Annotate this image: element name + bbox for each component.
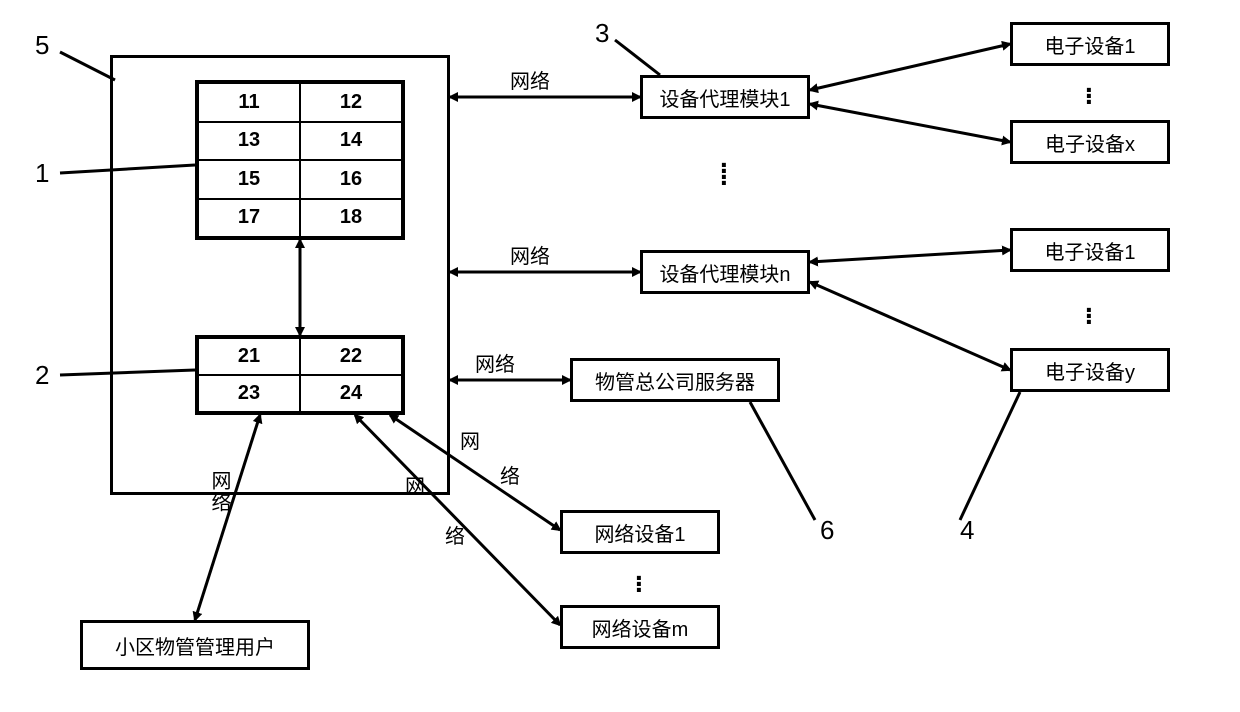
edge-label-net-3: 网络 (475, 348, 515, 377)
table1-cell-14: 14 (300, 122, 402, 161)
table2-cell-24: 24 (300, 375, 402, 412)
edge-label-net-5b: 络 (445, 520, 465, 549)
leader-lead-5 (60, 52, 115, 80)
table1-cell-16: 16 (300, 160, 402, 199)
edge-label-net-4a: 网 (460, 425, 480, 454)
table-2: 21222324 (195, 335, 405, 415)
ref-label-1: 1 (35, 158, 49, 189)
box-netDev1: 网络设备1 (560, 510, 720, 554)
diagram-canvas: 1112131415161718 21222324 5 1 2 3 6 4 网络… (0, 0, 1240, 712)
box-netDevM: 网络设备m (560, 605, 720, 649)
box-devXa: 电子设备x (1010, 120, 1170, 164)
table-1: 1112131415161718 (195, 80, 405, 240)
arrow-a1-dxa (810, 104, 1010, 142)
arrow-aN-d1b (810, 250, 1010, 262)
table1-cell-13: 13 (198, 122, 300, 161)
table2-cell-21: 21 (198, 338, 300, 375)
leader-lead-6 (750, 402, 815, 520)
vdots-netdev: ... (635, 568, 643, 586)
box-devYb: 电子设备y (1010, 348, 1170, 392)
table1-cell-11: 11 (198, 83, 300, 122)
table2-cell-23: 23 (198, 375, 300, 412)
table1-cell-12: 12 (300, 83, 402, 122)
ref-label-3: 3 (595, 18, 609, 49)
ref-label-2: 2 (35, 360, 49, 391)
ref-label-4: 4 (960, 515, 974, 546)
box-hqServer: 物管总公司服务器 (570, 358, 780, 402)
edge-label-net-1: 网络 (510, 65, 550, 94)
edge-label-net-4b: 络 (500, 460, 520, 489)
arrow-aN-dyb (810, 282, 1010, 370)
box-agent1: 设备代理模块1 (640, 75, 810, 119)
edge-label-net-5a: 网 (405, 470, 425, 499)
ref-label-5: 5 (35, 30, 49, 61)
box-user: 小区物管管理用户 (80, 620, 310, 670)
edge-label-net-6: 网络 (205, 470, 234, 514)
arrow-a1-d1a (810, 44, 1010, 90)
vdots-devices-a: ... (1085, 80, 1093, 98)
leader-lead-3 (615, 40, 660, 75)
box-agentN: 设备代理模块n (640, 250, 810, 294)
table1-cell-17: 17 (198, 199, 300, 238)
box-dev1a: 电子设备1 (1010, 22, 1170, 66)
leader-lead-4 (960, 392, 1020, 520)
table2-cell-22: 22 (300, 338, 402, 375)
vdots-devices-b: ... (1085, 300, 1093, 318)
edge-label-net-2: 网络 (510, 240, 550, 269)
ref-label-6: 6 (820, 515, 834, 546)
vdots-agents: .... (720, 155, 728, 179)
table1-cell-18: 18 (300, 199, 402, 238)
table1-cell-15: 15 (198, 160, 300, 199)
box-dev1b: 电子设备1 (1010, 228, 1170, 272)
